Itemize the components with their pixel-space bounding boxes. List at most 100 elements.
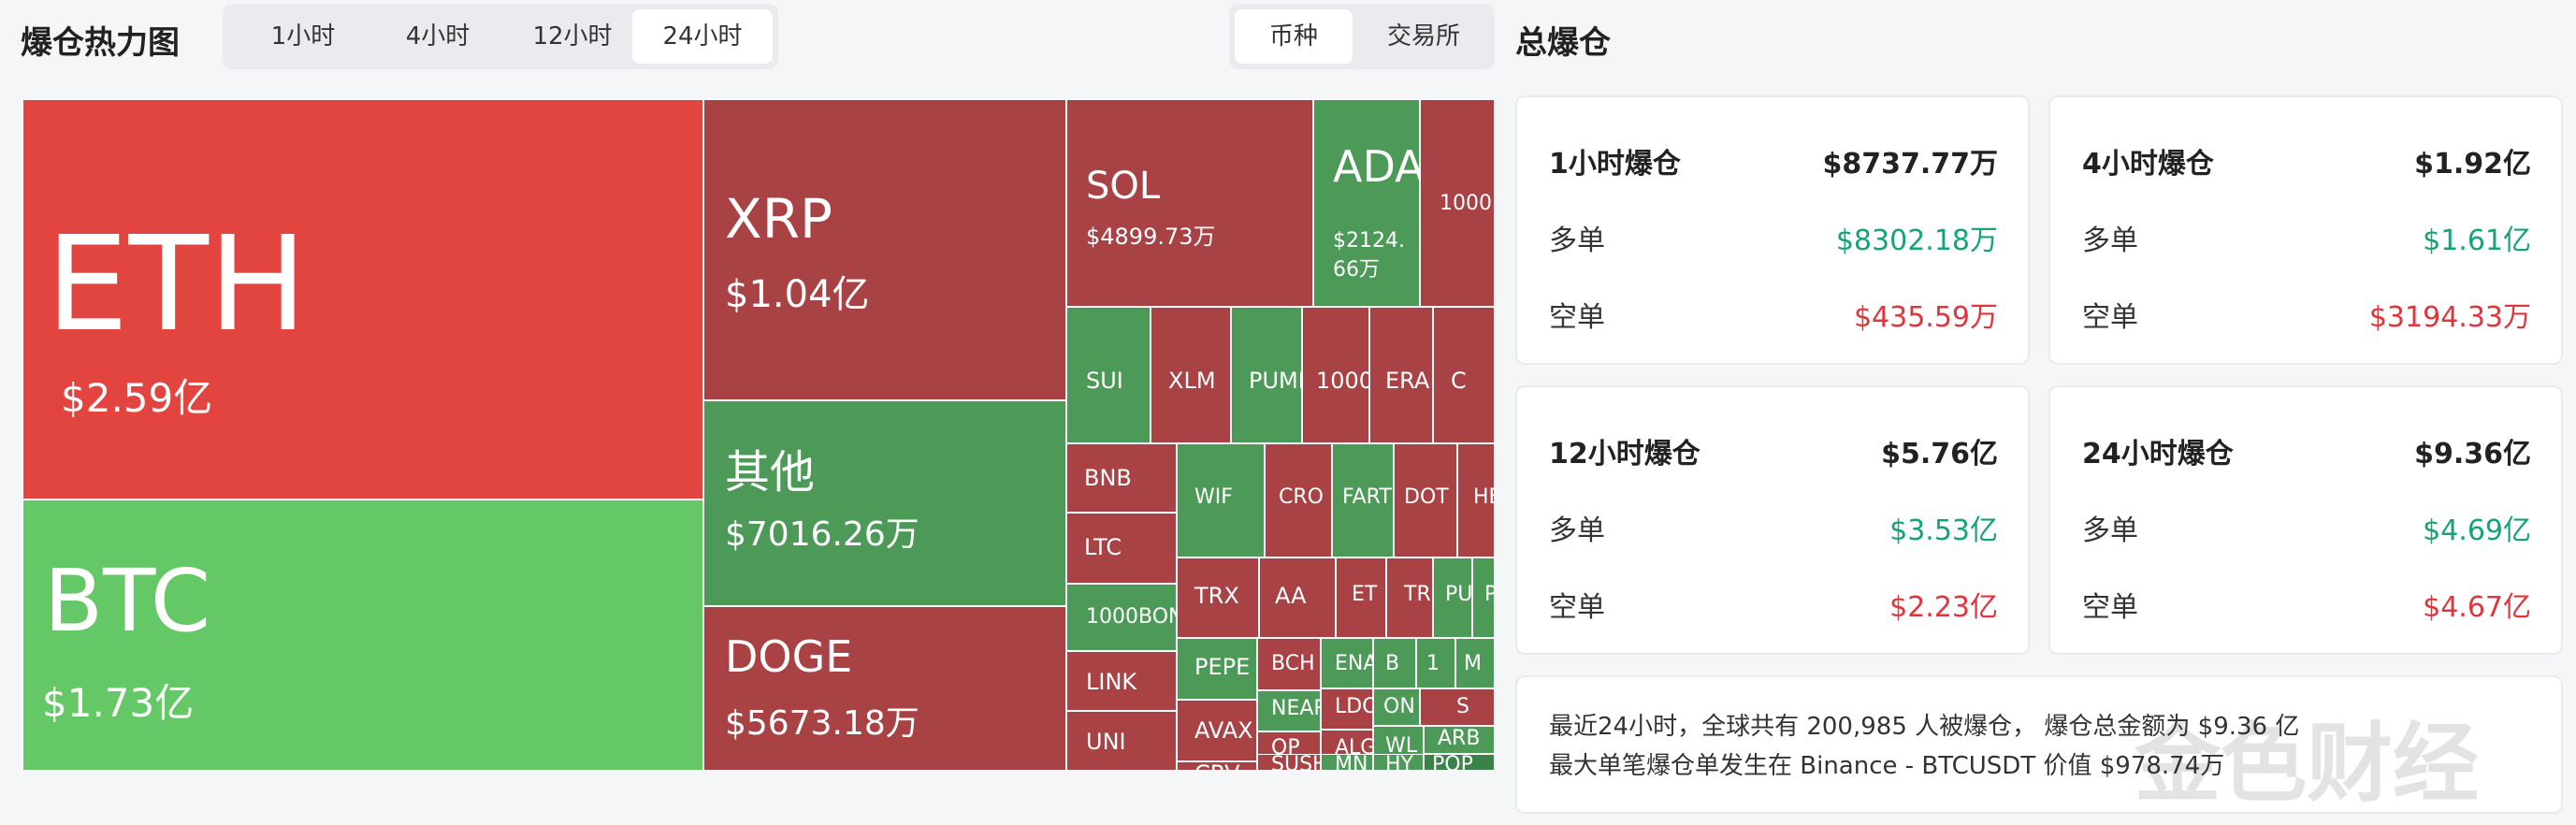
stat-title: 12小时爆仓 [1549, 438, 1700, 470]
treemap-tile-sol[interactable]: SOL $4899.73万 [1066, 99, 1313, 307]
treemap-tile-btc[interactable]: BTC $1.73亿 [22, 499, 703, 771]
treemap-tile-1000bon[interactable]: 1000BON [1066, 584, 1177, 651]
treemap-symbol: B [1385, 652, 1400, 675]
treemap-value: $5673.18万 [725, 704, 919, 743]
tab-exchange[interactable]: 交易所 [1386, 22, 1460, 51]
treemap-tile-trx[interactable]: TRX [1177, 557, 1259, 638]
treemap-tile-xlm[interactable]: XLM [1151, 307, 1231, 443]
treemap-symbol: PEPE [1194, 654, 1251, 680]
treemap-tile-pump[interactable]: PUMP [1231, 307, 1302, 443]
treemap-symbol: DOGE [725, 631, 853, 682]
treemap-tile-on[interactable]: ON [1373, 688, 1420, 726]
treemap-tile-m[interactable]: M [1455, 638, 1495, 688]
short-value: $435.59万 [1853, 301, 1998, 334]
treemap-tile-其他[interactable]: 其他 $7016.26万 [703, 400, 1066, 606]
page-title: 爆仓热力图 [21, 24, 180, 62]
summary-card: 金色财经 最近24小时，全球共有 200,985 人被爆仓， 爆仓总金额为 $9… [1515, 675, 2563, 814]
treemap-tile-ltc[interactable]: LTC [1066, 513, 1177, 584]
treemap-tile-pop[interactable]: POP [1424, 754, 1495, 771]
treemap-tile-crv[interactable]: CRV [1177, 761, 1257, 771]
treemap-tile-arb[interactable]: ARB [1424, 726, 1495, 754]
treemap-tile-bnb[interactable]: BNB [1066, 443, 1177, 513]
treemap-tile-tr[interactable]: TR [1386, 557, 1433, 638]
tab-1h[interactable]: 1小时 [270, 22, 336, 51]
time-range-tabs: 1小时 4小时 12小时 24小时 [223, 4, 778, 69]
treemap-value: $1.04亿 [725, 273, 870, 316]
long-value: $8302.18万 [1835, 224, 1998, 257]
treemap-tile-cro[interactable]: CRO [1265, 443, 1332, 557]
treemap-symbol: HY [1385, 754, 1413, 771]
treemap-tile-fart[interactable]: FART [1332, 443, 1394, 557]
treemap-tile-1[interactable]: 1 [1416, 638, 1455, 688]
treemap-tile-sush[interactable]: SUSH [1257, 754, 1321, 771]
treemap-tile-era[interactable]: ERA [1369, 307, 1433, 443]
treemap-tile-avax[interactable]: AVAX [1177, 700, 1257, 761]
treemap-tile-bch[interactable]: BCH [1257, 638, 1321, 690]
treemap-tile-uni[interactable]: UNI [1066, 711, 1177, 771]
treemap-tile-ada[interactable]: ADA $2124.66万 [1313, 99, 1420, 307]
treemap-tile-ldo[interactable]: LDO [1321, 688, 1373, 730]
treemap-value: $4899.73万 [1086, 224, 1216, 250]
treemap-tile-1000[interactable]: 1000 [1302, 307, 1369, 443]
treemap-tile-pe[interactable]: PE [1472, 557, 1495, 638]
stat-total: $8737.77万 [1822, 148, 1998, 181]
treemap-symbol: 1 [1426, 652, 1440, 675]
treemap-symbol: BNB [1084, 465, 1132, 491]
treemap-tile-xrp[interactable]: XRP $1.04亿 [703, 99, 1066, 400]
short-label: 空单 [2082, 301, 2138, 334]
treemap-symbol: POP [1432, 754, 1473, 771]
treemap-tile-wif[interactable]: WIF [1177, 443, 1265, 557]
tab-coin[interactable]: 币种 [1235, 9, 1353, 64]
stat-card-1h: 1小时爆仓 $8737.77万 多单 $8302.18万 空单 $435.59万 [1515, 95, 2030, 365]
treemap-symbol: CRO [1279, 485, 1324, 509]
treemap-tile-1000p[interactable]: 1000P [1420, 99, 1495, 307]
tab-4h[interactable]: 4小时 [405, 22, 470, 51]
long-label: 多单 [1549, 224, 1605, 257]
treemap-symbol: C [1451, 368, 1467, 394]
treemap-symbol: 其他 [725, 446, 816, 499]
long-label: 多单 [2082, 514, 2138, 547]
treemap-symbol: ET [1352, 583, 1378, 606]
treemap-symbol: ERA [1385, 368, 1430, 394]
stat-total: $1.92亿 [2414, 148, 2531, 181]
treemap-symbol: M [1464, 652, 1482, 675]
treemap-symbol: S [1456, 695, 1469, 718]
short-label: 空单 [1549, 591, 1605, 624]
treemap-symbol: CRV [1194, 762, 1240, 770]
treemap-tile-b[interactable]: B [1373, 638, 1416, 688]
treemap-symbol: BCH [1271, 652, 1315, 675]
treemap-symbol: LTC [1084, 534, 1122, 560]
treemap-tile-pu[interactable]: PU [1433, 557, 1472, 638]
treemap-tile-sui[interactable]: SUI [1066, 307, 1151, 443]
treemap-symbol: FART [1342, 485, 1392, 509]
tab-24h[interactable]: 24小时 [632, 9, 773, 64]
treemap-symbol: SOL [1086, 165, 1161, 208]
treemap-tile-doge[interactable]: DOGE $5673.18万 [703, 606, 1066, 771]
stat-total: $9.36亿 [2414, 438, 2531, 470]
treemap-symbol: ARB [1438, 727, 1481, 750]
long-label: 多单 [1549, 514, 1605, 547]
stat-title: 4小时爆仓 [2082, 148, 2214, 181]
treemap-tile-s[interactable]: S [1420, 688, 1495, 726]
short-value: $4.67亿 [2423, 591, 2531, 624]
treemap-tile-link[interactable]: LINK [1066, 651, 1177, 711]
treemap-tile-dot[interactable]: DOT [1394, 443, 1457, 557]
treemap-tile-hba[interactable]: HBA [1457, 443, 1495, 557]
treemap-tile-pepe[interactable]: PEPE [1177, 638, 1257, 700]
treemap-symbol: HBA [1473, 485, 1494, 509]
treemap-tile-hy[interactable]: HY [1373, 754, 1424, 771]
treemap-value: $2124.66万 [1333, 229, 1405, 282]
tab-12h[interactable]: 12小时 [532, 22, 613, 51]
treemap-tile-c[interactable]: C [1433, 307, 1495, 443]
treemap-tile-et[interactable]: ET [1336, 557, 1386, 638]
treemap-symbol: DOT [1404, 485, 1449, 509]
treemap-tile-eth[interactable]: ETH $2.59亿 [22, 99, 703, 499]
treemap-tile-ena[interactable]: ENA [1321, 638, 1373, 688]
treemap-tile-near[interactable]: NEAR [1257, 690, 1321, 731]
treemap-symbol: PU [1445, 583, 1472, 606]
treemap-tile-mn[interactable]: MN [1321, 754, 1373, 771]
short-value: $3194.33万 [2368, 301, 2531, 334]
treemap-tile-aa[interactable]: AA [1259, 557, 1336, 638]
treemap-symbol: ETH [46, 209, 308, 361]
treemap-value: $7016.26万 [725, 515, 919, 554]
